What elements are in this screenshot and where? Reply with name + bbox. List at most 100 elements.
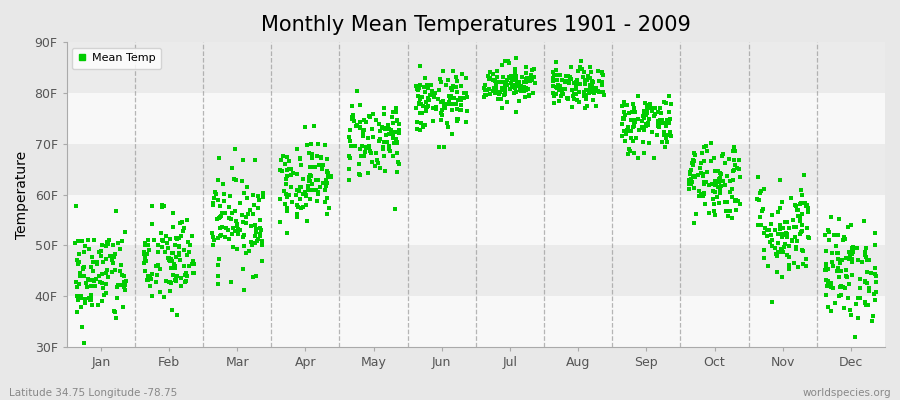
Point [549,59,563,65]
Point [292,196,307,202]
Point [83,296,97,303]
Point [208,189,222,195]
Point [236,234,250,240]
Point [708,180,723,187]
Point [445,92,459,99]
Point [449,84,464,90]
Point [500,82,515,88]
Point [230,220,244,227]
Point [643,116,657,122]
Point [770,239,785,246]
Point [385,130,400,137]
Point [345,115,359,122]
Point [573,58,588,65]
Point [156,202,170,208]
Point [626,124,640,130]
Point [323,173,338,179]
Point [561,96,575,103]
Point [713,174,727,181]
Point [211,197,225,204]
Point [550,85,564,91]
Point [164,265,178,272]
Point [169,272,184,279]
Point [800,204,814,211]
Point [579,96,593,102]
Point [97,292,112,299]
Point [585,78,599,85]
Point [788,246,803,252]
Point [388,128,402,135]
Point [99,280,113,287]
Point [625,108,639,115]
Point [250,204,265,211]
Bar [67,144,885,194]
Point [233,227,248,234]
Point [211,273,225,279]
Point [434,117,448,123]
Point [785,238,799,244]
Point [526,74,541,80]
Point [246,274,260,280]
Point [867,290,881,297]
Point [233,226,248,233]
Point [508,54,523,61]
Point [642,140,656,147]
Point [828,299,842,306]
Point [291,204,305,210]
Point [563,74,578,81]
Point [754,188,769,194]
Point [495,85,509,91]
Point [640,107,654,113]
Point [824,214,839,221]
Point [518,87,533,93]
Point [480,87,494,94]
Point [497,86,511,92]
Point [829,243,843,249]
Point [617,112,632,118]
Point [390,140,404,146]
Point [819,277,833,283]
Point [419,104,434,110]
Point [344,143,358,149]
Point [795,192,809,198]
Point [718,199,733,205]
Point [496,74,510,80]
Point [765,299,779,305]
Point [85,277,99,283]
Point [864,318,878,324]
Point [382,143,397,149]
Point [316,180,330,186]
Point [358,149,373,155]
Point [764,232,778,239]
Point [688,173,703,180]
Point [821,226,835,233]
Point [616,116,631,122]
Point [292,184,307,190]
Point [694,160,708,166]
Point [509,109,524,115]
Point [273,195,287,202]
Point [172,242,186,249]
Point [206,234,220,240]
Point [392,161,406,168]
Point [432,87,446,93]
Point [454,96,468,103]
Point [660,117,674,123]
Point [86,268,101,274]
Point [321,174,336,180]
Point [280,167,294,174]
Point [518,85,533,91]
Point [794,228,808,235]
Point [716,150,731,157]
Point [342,153,356,160]
Point [420,95,435,101]
Point [832,274,846,280]
Point [725,177,740,183]
Point [279,176,293,182]
Point [868,289,883,295]
Point [801,235,815,242]
Point [320,169,335,176]
Point [620,102,634,108]
Point [868,242,883,248]
Point [84,295,98,302]
